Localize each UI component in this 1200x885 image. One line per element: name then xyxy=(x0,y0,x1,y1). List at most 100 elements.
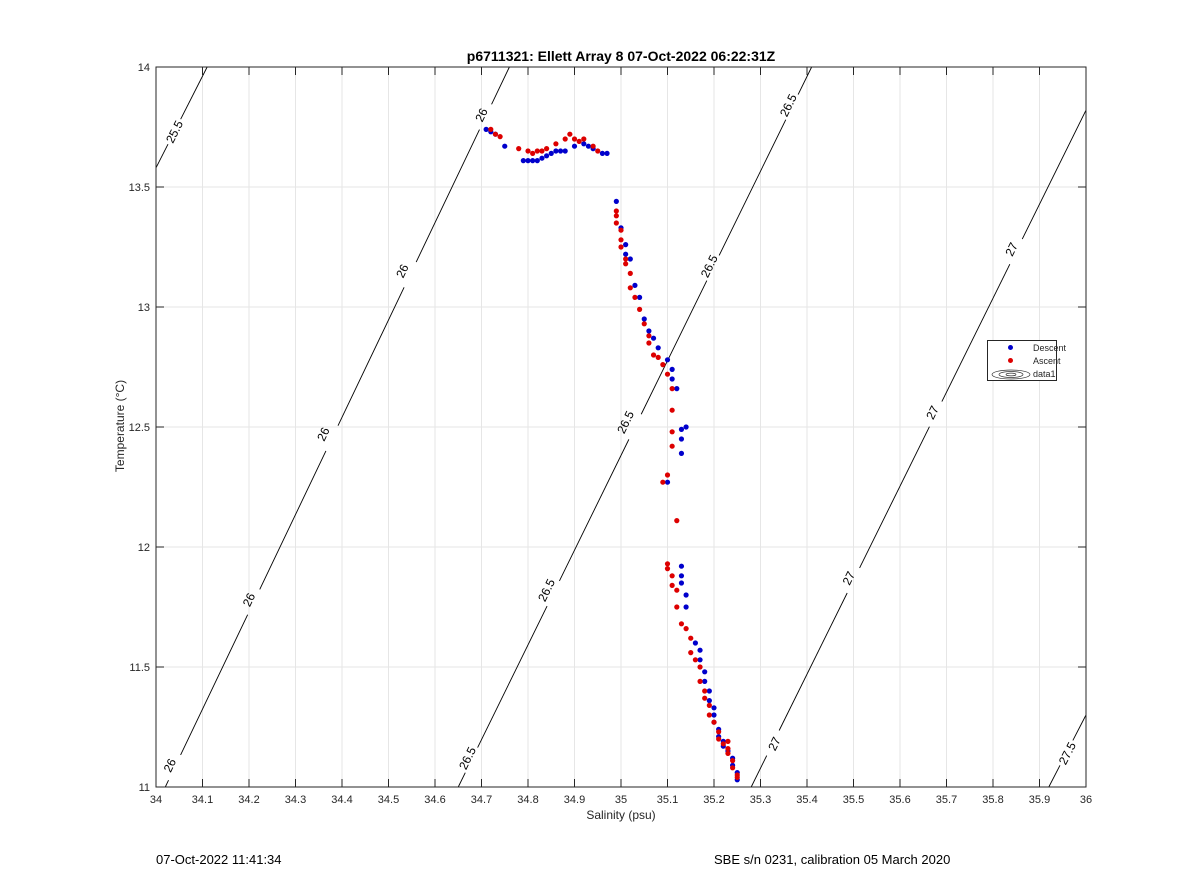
descent-point xyxy=(683,592,689,598)
ascent-point xyxy=(660,362,666,368)
ascent-point xyxy=(650,352,657,358)
ascent-point xyxy=(716,736,722,742)
x-tick-label: 34.7 xyxy=(471,794,492,806)
descent-point xyxy=(711,712,717,718)
descent-point xyxy=(674,386,680,392)
contour-label: 27 xyxy=(1002,240,1021,258)
ascent-point xyxy=(716,729,722,735)
x-tick-label: 34.8 xyxy=(517,794,538,806)
ascent-point xyxy=(664,371,671,377)
descent-point xyxy=(711,705,717,711)
density-contour-segment xyxy=(337,287,405,426)
contour-label: 26 xyxy=(393,262,412,280)
ascent-point xyxy=(637,306,643,312)
descent-point xyxy=(706,688,712,694)
ascent-point xyxy=(669,407,675,413)
descent-point xyxy=(530,158,536,164)
y-tick-label: 11 xyxy=(139,782,150,794)
descent-point xyxy=(697,657,703,663)
legend-label-descent: Descent xyxy=(1033,343,1067,353)
x-axis-label: Salinity (psu) xyxy=(586,808,655,822)
legend-label-data1: data1 xyxy=(1033,369,1056,379)
descent-point xyxy=(623,242,629,248)
density-contour-segment xyxy=(164,780,169,788)
density-contour-segment xyxy=(941,263,1011,402)
descent-point xyxy=(623,251,629,257)
descent-point xyxy=(664,357,671,363)
descent-point xyxy=(539,155,545,161)
descent-point xyxy=(557,148,564,154)
descent-point xyxy=(669,376,675,382)
ascent-point xyxy=(516,146,522,152)
ascent-point xyxy=(664,472,671,478)
ascent-point xyxy=(539,148,545,154)
descent-marker-icon xyxy=(1008,345,1013,350)
density-contour-segment xyxy=(797,66,813,95)
contour-swatch-icon xyxy=(991,369,1031,380)
density-contour-segment xyxy=(750,755,768,788)
density-contour-segment xyxy=(640,280,708,415)
x-tick-label: 35.9 xyxy=(1029,794,1050,806)
ascent-point xyxy=(697,678,703,685)
series-ascent xyxy=(488,126,740,781)
ascent-point xyxy=(660,479,666,485)
ascent-point xyxy=(664,561,671,567)
contour-label: 26.5 xyxy=(614,408,637,435)
ascent-point xyxy=(646,340,652,346)
contour-label: 27 xyxy=(923,403,942,421)
descent-point xyxy=(650,335,657,341)
ascent-point xyxy=(725,738,731,745)
descent-point xyxy=(548,150,554,156)
density-contour-segment xyxy=(155,143,169,169)
legend: Descent Ascent data1 xyxy=(987,340,1066,381)
ascent-point xyxy=(730,765,736,771)
x-tick-label: 35.7 xyxy=(936,794,957,806)
contour-label: 25.5 xyxy=(163,118,186,145)
ascent-point xyxy=(706,712,712,718)
ascent-point xyxy=(623,256,629,262)
ascent-point xyxy=(618,237,624,243)
descent-point xyxy=(678,580,685,586)
descent-point xyxy=(664,479,671,485)
contour-label: 26.5 xyxy=(456,744,479,771)
density-contour-segment xyxy=(718,119,787,256)
density-contour-segment xyxy=(477,605,548,748)
data-series xyxy=(483,126,740,783)
ascent-point xyxy=(669,386,675,392)
x-tick-label: 34 xyxy=(150,794,162,806)
x-tick-label: 35.1 xyxy=(657,794,678,806)
ascent-point xyxy=(664,566,671,572)
y-tick-label: 13.5 xyxy=(129,182,150,194)
ascent-point xyxy=(613,220,619,226)
y-tick-label: 13 xyxy=(138,302,150,314)
ascent-point xyxy=(730,758,736,764)
descent-point xyxy=(655,345,661,351)
contour-label: 26 xyxy=(161,756,180,774)
ascent-point xyxy=(669,582,675,589)
ascent-point xyxy=(702,695,708,701)
ascent-point xyxy=(590,143,596,149)
density-contour-segment xyxy=(778,592,848,731)
ascent-point xyxy=(627,270,633,276)
density-contour-segment xyxy=(491,66,510,105)
ascent-point xyxy=(692,657,699,663)
contour-label: 26 xyxy=(472,106,491,124)
ascent-marker-icon xyxy=(1008,358,1013,363)
contour-label: 26.5 xyxy=(535,576,558,603)
chart-title: p6711321: Ellett Array 8 07-Oct-2022 06:… xyxy=(467,48,776,64)
density-contour-segment xyxy=(859,426,930,569)
descent-point xyxy=(678,450,685,456)
density-contour-segment xyxy=(1021,110,1087,240)
ascent-point xyxy=(525,148,531,154)
descent-point xyxy=(641,316,647,322)
descent-point xyxy=(637,294,643,300)
descent-point xyxy=(702,669,708,675)
descent-point xyxy=(702,678,708,685)
ascent-point xyxy=(697,664,703,670)
ascent-point xyxy=(618,227,624,233)
descent-point xyxy=(632,282,638,288)
density-contour-segment xyxy=(1072,714,1087,741)
ascent-point xyxy=(688,650,694,656)
ascent-point xyxy=(674,518,680,524)
